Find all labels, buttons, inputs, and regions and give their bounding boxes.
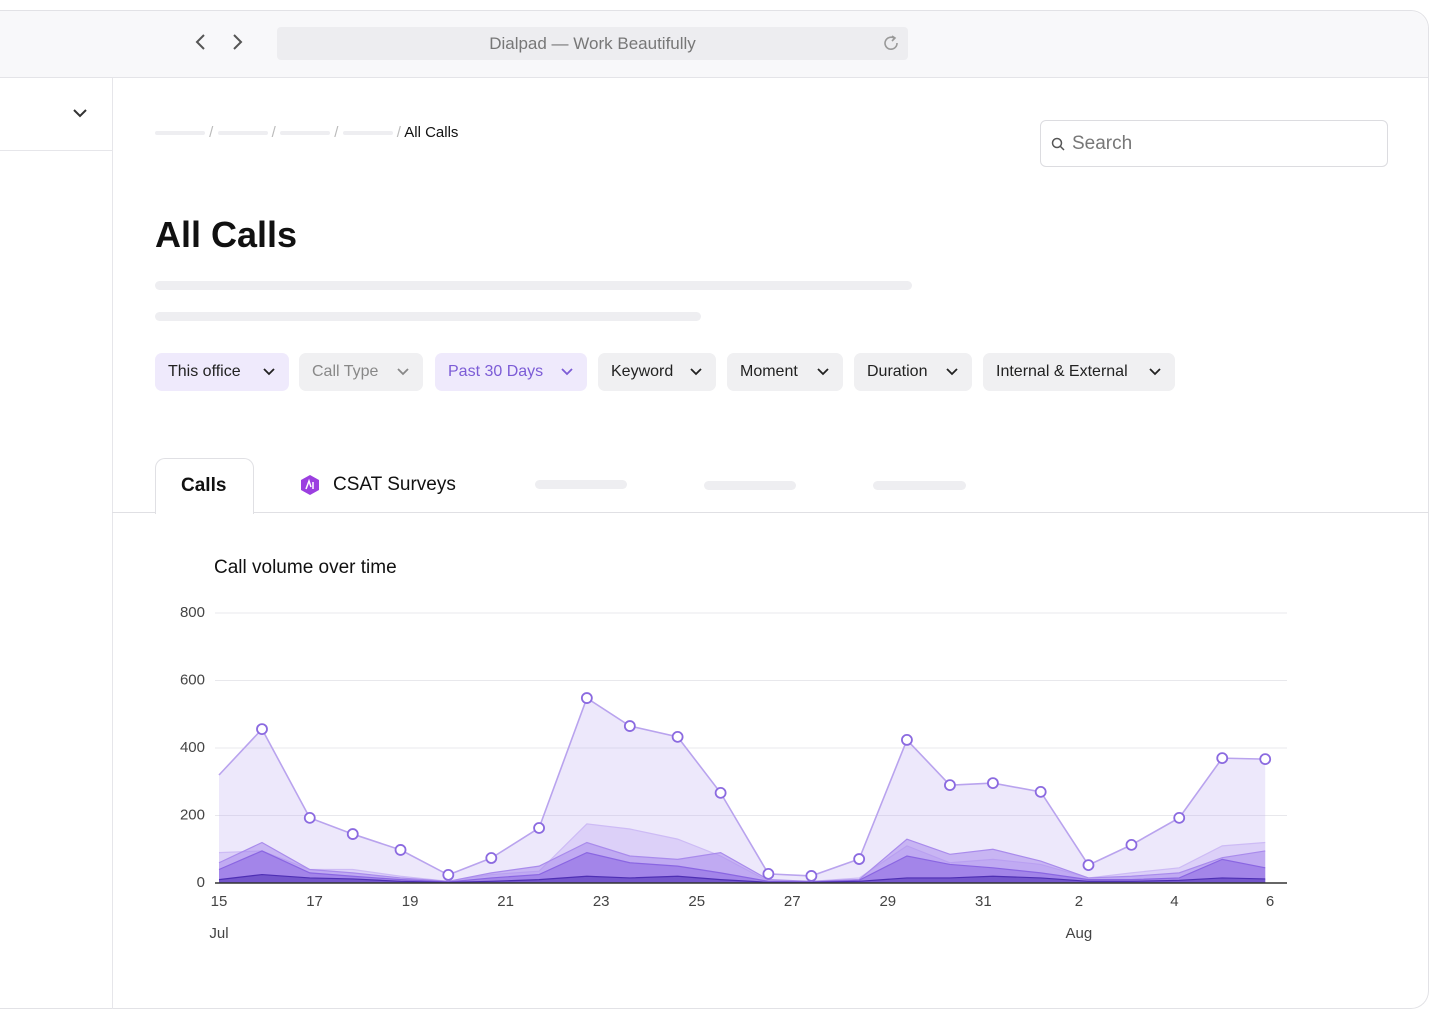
- data-point: [853, 853, 866, 865]
- breadcrumb: / / / / All Calls: [155, 124, 458, 141]
- data-point: [1034, 785, 1047, 798]
- chevron: [1149, 368, 1161, 376]
- sidebar-toggle[interactable]: [72, 107, 88, 119]
- tab-divider: [112, 512, 1429, 513]
- data-point: [533, 822, 545, 834]
- tab-label: Calls: [181, 475, 227, 496]
- chart-title: Call volume over time: [214, 557, 397, 578]
- search-placeholder: Search: [1072, 133, 1133, 154]
- address-bar[interactable]: Dialpad — Work Beautifully: [277, 27, 908, 60]
- breadcrumb-current: All Calls: [404, 124, 459, 141]
- data-point: [256, 723, 268, 735]
- y-tick-label: 200: [180, 806, 205, 823]
- data-point: [805, 870, 818, 882]
- x-tick-label: 2: [1075, 893, 1083, 910]
- filter-label: Moment: [740, 363, 798, 380]
- data-point: [623, 720, 636, 732]
- data-point: [714, 786, 727, 799]
- nav-arrows[interactable]: [190, 32, 250, 54]
- divider: [0, 150, 112, 151]
- x-tick-label: 23: [593, 893, 610, 910]
- tab-label: CSAT Surveys: [333, 474, 456, 495]
- data-point: [901, 734, 913, 746]
- chevron: [946, 368, 958, 376]
- area-line: [218, 696, 1266, 877]
- chevron: [263, 368, 275, 376]
- x-tick-label: 25: [688, 893, 705, 910]
- x-tick-label: 17: [306, 893, 323, 910]
- filter[interactable]: Call Type: [299, 353, 423, 391]
- reload[interactable]: [882, 34, 902, 54]
- data-point: [1082, 859, 1095, 872]
- data-point: [1216, 752, 1229, 765]
- month-label: Aug: [1066, 925, 1093, 942]
- chevron: [817, 368, 829, 376]
- data-point: [580, 692, 593, 704]
- data-point: [485, 852, 498, 864]
- data-point: [346, 828, 359, 840]
- x-tick-label: 21: [497, 893, 514, 910]
- chevron: [561, 368, 573, 376]
- search-box[interactable]: Search: [1040, 120, 1388, 167]
- month-label: Jul: [209, 925, 228, 942]
- x-tick-label: 15: [211, 893, 228, 910]
- filter[interactable]: Internal & External: [983, 353, 1175, 391]
- filter-label: This office: [168, 363, 241, 380]
- filter[interactable]: This office: [155, 353, 289, 391]
- filter-label: Keyword: [611, 363, 674, 380]
- y-tick-label: 400: [180, 739, 205, 756]
- filter[interactable]: Past 30 Days: [435, 353, 587, 391]
- skeleton: [535, 480, 627, 489]
- skeleton: [155, 312, 701, 321]
- data-point: [987, 777, 999, 789]
- y-tick-label: 800: [180, 604, 205, 621]
- x-tick-label: 6: [1266, 893, 1274, 910]
- area-line: [218, 838, 1266, 882]
- skeleton: [873, 481, 966, 490]
- area-fill: [219, 850, 1266, 883]
- y-tick-label: 0: [197, 874, 205, 891]
- filter[interactable]: Keyword: [598, 353, 716, 391]
- filter-label: Call Type: [312, 363, 379, 380]
- data-point: [303, 811, 316, 824]
- area-fill: [219, 698, 1266, 883]
- skeleton: [704, 481, 796, 490]
- x-tick-label: 31: [975, 893, 992, 910]
- chevron: [690, 368, 702, 376]
- data-point: [1259, 753, 1272, 766]
- page-heading: All Calls: [155, 214, 298, 255]
- tab-active[interactable]: Calls: [155, 458, 254, 514]
- data-point: [442, 869, 455, 881]
- page-title: Dialpad — Work Beautifully: [489, 34, 696, 53]
- data-point: [944, 779, 956, 792]
- filter[interactable]: Moment: [727, 353, 843, 391]
- window-frame: [0, 10, 1429, 1009]
- skeleton: [155, 281, 912, 290]
- area-line: [218, 873, 1266, 883]
- x-tick-label: 29: [879, 893, 896, 910]
- data-point: [1125, 838, 1138, 851]
- filter[interactable]: Duration: [854, 353, 972, 391]
- area-line: [218, 850, 1266, 883]
- data-point: [762, 867, 775, 880]
- data-point: [671, 730, 684, 743]
- data-point: [394, 844, 407, 856]
- sidebar: [0, 78, 113, 1009]
- filter-label: Internal & External: [996, 363, 1128, 380]
- x-tick-label: 19: [402, 893, 419, 910]
- filter-label: Duration: [867, 363, 928, 380]
- x-tick-label: 27: [784, 893, 801, 910]
- x-tick-label: 4: [1170, 893, 1178, 910]
- y-tick-label: 600: [180, 671, 205, 688]
- data-point: [1173, 811, 1186, 824]
- filter-label: Past 30 Days: [448, 363, 544, 380]
- chevron: [397, 368, 409, 376]
